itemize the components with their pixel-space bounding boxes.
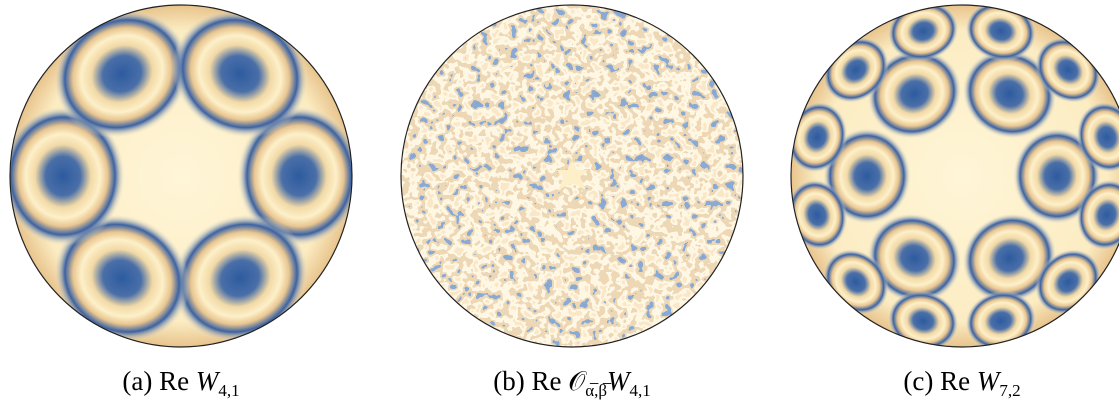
caption-subscript: 4,1 (218, 381, 239, 400)
caption-symbol: 𝒪 (568, 366, 585, 396)
caption-a: (a) Re W4,1 (1, 366, 361, 401)
caption-symbol-subscript: α̅,β̅ (585, 381, 607, 400)
disk-b (400, 4, 744, 348)
caption-label: (b) (493, 366, 524, 396)
caption-operator: Re (940, 366, 970, 396)
disk-a (1, 0, 361, 360)
figure-panels (0, 0, 1119, 360)
caption-operator: Re (531, 366, 561, 396)
caption-subscript: 7,2 (999, 381, 1020, 400)
caption-symbol: W (196, 366, 219, 396)
caption-symbol: W (607, 366, 630, 396)
disk-c (779, 0, 1119, 359)
caption-subscript: 4,1 (630, 381, 651, 400)
caption-c: (c) Re W7,2 (782, 366, 1119, 401)
caption-label: (a) (122, 366, 152, 396)
caption-b: (b) Re 𝒪α̅,β̅W4,1 (392, 366, 752, 401)
caption-symbol: W (977, 366, 1000, 396)
caption-operator: Re (159, 366, 189, 396)
figure-page: (a) Re W4,1 (b) Re 𝒪α̅,β̅W4,1 (c) Re W7,… (0, 0, 1119, 419)
caption-label: (c) (903, 366, 933, 396)
